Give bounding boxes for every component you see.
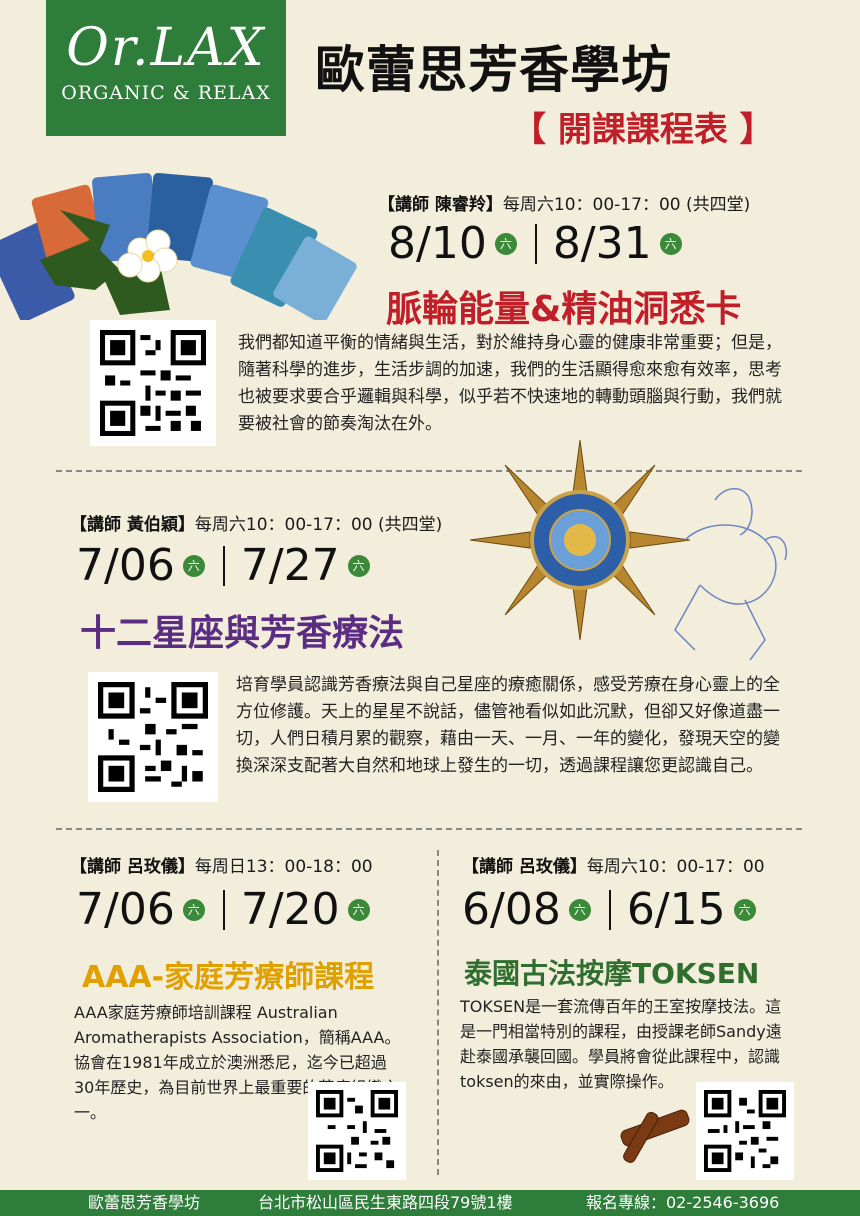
course-2-title: 十二星座與芳香療法 <box>80 613 405 654</box>
column-divider <box>437 850 439 1175</box>
course-2-description: 培育學員認識芳香療法與自己星座的療癒關係，感受芳療在身心靈上的全方位修護。天上的… <box>236 675 780 776</box>
page-subtitle: 【 開課課程表 】 <box>512 110 774 150</box>
date-separator <box>608 889 611 930</box>
footer-address: 台北市松山區民生東路四段79號1樓 <box>258 1193 513 1212</box>
footer-phone[interactable]: 報名專線：02-2546-3696 <box>586 1193 780 1212</box>
course-3-dates: 7/06 六 7/20 六 <box>76 884 384 935</box>
date-separator <box>534 223 537 264</box>
qr-code-icon <box>316 1090 398 1172</box>
course-4-date-start: 6/08 <box>462 884 561 935</box>
section-divider <box>56 470 802 472</box>
brand-name: Or.LAX <box>66 18 266 78</box>
toksen-mallet-illustration <box>620 1109 690 1163</box>
weekday-badge: 六 <box>182 554 205 577</box>
course-3-teacher-line: 【講師 呂玫儀】每周日13：00-18：00 <box>70 852 373 877</box>
course-1-qr-code[interactable] <box>90 320 216 446</box>
course-1-date-end: 8/31 <box>552 218 652 269</box>
course-3-qr-code[interactable] <box>308 1082 406 1180</box>
course-4-teacher: 【講師 呂玫儀】 <box>462 857 587 877</box>
course-3-title: AAA-家庭芳療師課程 <box>82 960 375 995</box>
qr-code-icon <box>100 330 206 436</box>
course-4-teacher-line: 【講師 呂玫儀】每周六10：00-17：00 <box>462 852 765 877</box>
course-4-date-end: 6/15 <box>626 884 726 935</box>
course-2-teacher-line: 【講師 黃伯穎】每周六10：00-17：00 (共四堂) <box>70 510 442 535</box>
course-2-date-start: 7/06 <box>76 540 175 591</box>
course-1-teacher: 【講師 陳睿羚】 <box>378 195 503 215</box>
weekday-badge: 六 <box>494 232 517 255</box>
qr-code-icon <box>704 1090 786 1172</box>
course-3-schedule: 每周日13：00-18：00 <box>194 857 373 877</box>
section-divider <box>56 828 802 830</box>
oracle-cards-illustration <box>0 172 357 320</box>
course-1-description: 我們都知道平衡的情緒與生活，對於維持身心靈的健康非常重要；但是，隨著科學的進步，… <box>238 333 782 434</box>
course-3-date-end: 7/20 <box>240 884 340 935</box>
brand-tagline: ORGANIC & RELAX <box>61 82 271 104</box>
course-2-qr-code[interactable] <box>88 672 218 802</box>
date-separator <box>222 545 225 586</box>
weekday-badge: 六 <box>733 898 756 921</box>
footer-bar: 歐蕾思芳香學坊 台北市松山區民生東路四段79號1樓 報名專線：02-2546-3… <box>0 1190 860 1216</box>
brand-logo: Or.LAX ORGANIC & RELAX <box>46 0 286 136</box>
course-1-schedule: 每周六10：00-17：00 (共四堂) <box>502 195 751 215</box>
course-4-qr-code[interactable] <box>696 1082 794 1180</box>
course-2-date-end: 7/27 <box>240 540 340 591</box>
course-4-schedule: 每周六10：00-17：00 <box>586 857 765 877</box>
weekday-badge: 六 <box>347 554 370 577</box>
footer-name: 歐蕾思芳香學坊 <box>88 1193 201 1212</box>
date-separator <box>222 889 225 930</box>
course-3-date-start: 7/06 <box>76 884 175 935</box>
qr-code-icon <box>98 682 208 792</box>
course-2-teacher: 【講師 黃伯穎】 <box>70 515 195 535</box>
weekday-badge: 六 <box>182 898 205 921</box>
weekday-badge: 六 <box>659 232 682 255</box>
course-1-dates: 8/10 六 8/31 六 <box>388 218 696 269</box>
course-4-description: TOKSEN是一套流傳百年的王室按摩技法。這是一門相當特別的課程，由授課老師Sa… <box>460 997 782 1091</box>
capricorn-sketch <box>674 488 787 661</box>
course-3-teacher: 【講師 呂玫儀】 <box>70 857 195 877</box>
course-1-title: 脈輪能量&精油洞悉卡 <box>386 289 742 330</box>
weekday-badge: 六 <box>347 898 370 921</box>
course-2-dates: 7/06 六 7/27 六 <box>76 540 384 591</box>
course-4-dates: 6/08 六 6/15 六 <box>462 884 770 935</box>
course-4-title: 泰國古法按摩TOKSEN <box>464 957 760 990</box>
course-1-date-start: 8/10 <box>388 218 487 269</box>
weekday-badge: 六 <box>568 898 591 921</box>
page-title: 歐蕾思芳香學坊 <box>315 41 672 99</box>
sun-zodiac-illustration <box>470 440 690 640</box>
course-1-teacher-line: 【講師 陳睿羚】每周六10：00-17：00 (共四堂) <box>378 190 750 215</box>
course-2-schedule: 每周六10：00-17：00 (共四堂) <box>194 515 443 535</box>
